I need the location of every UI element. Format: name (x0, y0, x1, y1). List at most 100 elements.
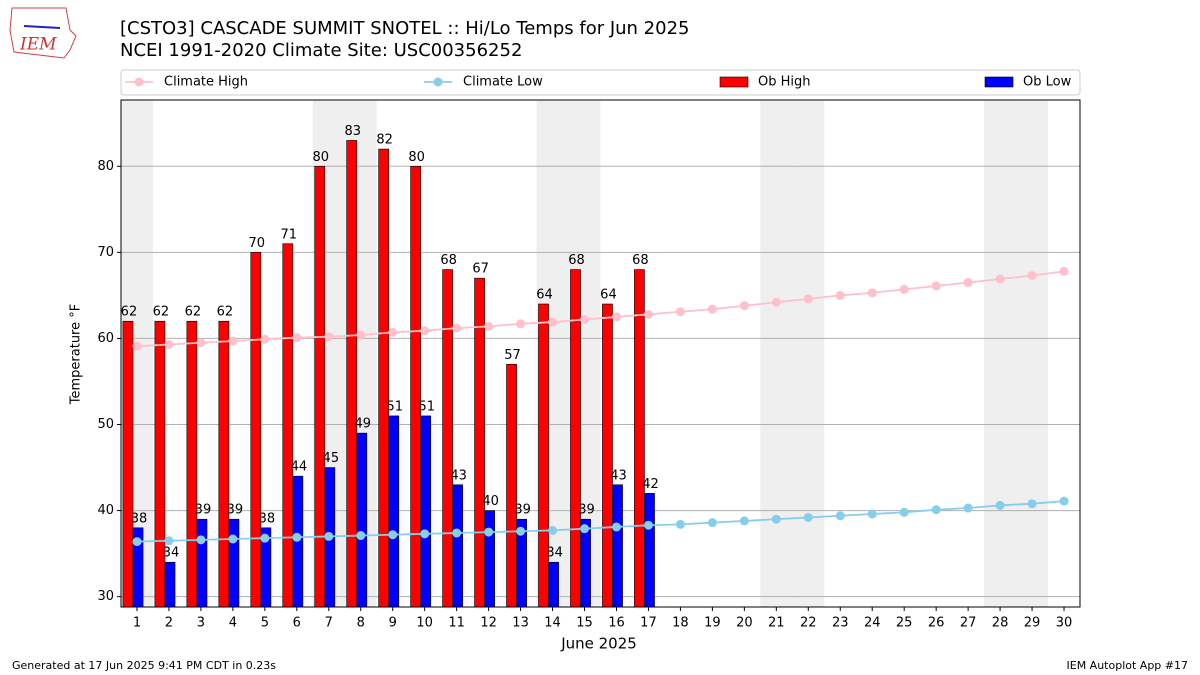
legend-box (120, 69, 1081, 96)
x-tick-label: 20 (736, 616, 753, 631)
data-label: 80 (408, 150, 425, 165)
x-axis-label: June 2025 (560, 635, 637, 653)
point (675, 307, 685, 317)
x-tick-label: 23 (832, 616, 849, 631)
data-label: 68 (632, 253, 649, 268)
bar (378, 148, 390, 608)
bar (548, 561, 559, 608)
y-tick-label: 40 (97, 503, 114, 518)
legend-marker (134, 77, 144, 87)
point (899, 284, 909, 294)
point (580, 524, 590, 534)
data-label: 80 (312, 150, 329, 165)
point (707, 518, 717, 528)
x-tick-label: 1 (133, 616, 141, 631)
point (643, 520, 653, 530)
x-tick-label: 13 (512, 616, 529, 631)
data-label: 44 (291, 460, 308, 475)
point (452, 323, 462, 333)
x-tick-label: 2 (165, 616, 173, 631)
bar (164, 561, 176, 608)
point (228, 534, 238, 544)
line (136, 500, 1065, 543)
point (771, 514, 781, 524)
y-tick-label: 70 (97, 245, 114, 260)
point (675, 519, 685, 529)
y-tick-label: 60 (97, 331, 114, 346)
x-tick-label: 18 (672, 616, 689, 631)
point (164, 339, 174, 349)
bar (634, 269, 645, 608)
bar (644, 493, 655, 608)
point (196, 535, 206, 545)
point (963, 503, 973, 513)
point (228, 336, 238, 346)
bar (484, 510, 495, 608)
bar (388, 415, 400, 608)
chart-title: [CSTO3] CASCADE SUMMIT SNOTEL :: Hi/Lo T… (120, 18, 689, 39)
chart-subtitle: NCEI 1991-2020 Climate Site: USC00356252 (120, 40, 522, 61)
point (356, 330, 366, 340)
point (388, 327, 398, 337)
legend-label: Climate High (164, 75, 248, 90)
point (196, 338, 206, 348)
weekend-shade (1016, 100, 1049, 607)
point (707, 304, 717, 314)
data-label: 67 (472, 262, 489, 277)
bar (410, 165, 421, 608)
point (739, 301, 749, 311)
x-tick-label: 4 (229, 616, 237, 631)
data-label: 43 (450, 468, 467, 483)
point (260, 533, 270, 543)
x-tick-label: 19 (704, 616, 721, 631)
bar (420, 415, 432, 608)
data-label: 34 (546, 546, 563, 561)
weekend-shade (984, 100, 1017, 607)
x-tick-label: 14 (544, 616, 561, 631)
point (611, 312, 621, 322)
data-label: 38 (131, 511, 148, 526)
data-label: 49 (355, 417, 372, 432)
data-label: 62 (185, 305, 202, 320)
data-label: 83 (344, 124, 361, 139)
point (611, 522, 621, 532)
legend-label: Climate Low (463, 75, 543, 90)
y-tick-label: 50 (97, 417, 114, 432)
x-tick-label: 21 (768, 616, 785, 631)
bar (602, 303, 613, 608)
point (931, 281, 941, 291)
data-label: 39 (578, 503, 595, 518)
plot-frame (120, 99, 1081, 608)
data-label: 64 (600, 288, 617, 303)
point (292, 333, 302, 343)
point (516, 526, 526, 536)
bar (282, 243, 294, 608)
data-label: 70 (249, 236, 266, 251)
x-tick-label: 30 (1056, 616, 1073, 631)
point (452, 528, 462, 538)
data-label: 51 (386, 399, 403, 414)
data-label: 43 (610, 468, 627, 483)
data-label: 62 (217, 305, 234, 320)
x-tick-label: 10 (416, 616, 433, 631)
x-tick-label: 5 (261, 616, 269, 631)
x-tick-label: 7 (325, 616, 333, 631)
bar (314, 165, 326, 608)
data-label: 34 (163, 546, 180, 561)
point (899, 507, 909, 517)
x-tick-label: 26 (928, 616, 945, 631)
x-tick-label: 24 (864, 616, 881, 631)
legend-marker (433, 77, 443, 87)
bar (228, 518, 240, 608)
legend-label: Ob Low (1023, 75, 1072, 90)
bar (452, 484, 464, 608)
data-label: 68 (440, 253, 457, 268)
point (548, 525, 558, 535)
data-label: 62 (153, 305, 170, 320)
point (931, 505, 941, 515)
x-tick-label: 16 (608, 616, 625, 631)
point (164, 536, 174, 546)
legend-swatch (719, 76, 749, 88)
data-label: 71 (281, 227, 298, 242)
